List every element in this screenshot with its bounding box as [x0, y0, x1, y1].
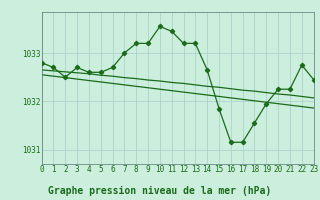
Text: Graphe pression niveau de la mer (hPa): Graphe pression niveau de la mer (hPa)	[48, 186, 272, 196]
